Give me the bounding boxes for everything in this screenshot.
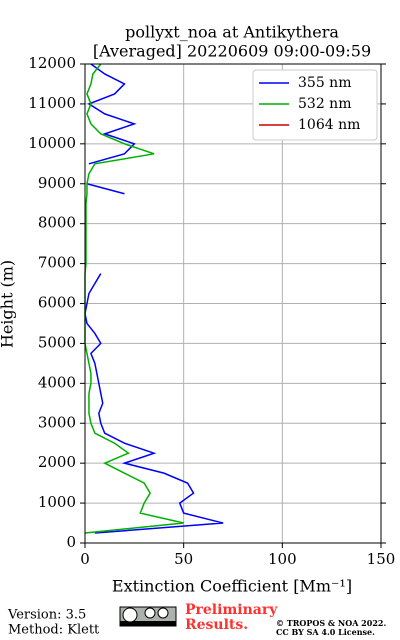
y-tick-label: 3000 <box>38 413 76 431</box>
copyright: CC BY SA 4.0 License. <box>276 627 375 637</box>
x-tick-label: 0 <box>80 550 90 568</box>
chart-subtitle: [Averaged] 20220609 09:00-09:59 <box>93 42 371 61</box>
y-tick-label: 9000 <box>38 174 76 192</box>
legend-box <box>252 69 378 141</box>
version: Version: 3.5 <box>7 608 86 623</box>
x-tick-label: 100 <box>268 550 297 568</box>
preliminary: Preliminary <box>185 602 278 618</box>
legend-label: 1064 nm <box>298 117 360 133</box>
y-tick-label: 12000 <box>28 54 76 72</box>
y-tick-label: 5000 <box>38 333 76 351</box>
y-tick-label: 2000 <box>38 453 76 471</box>
y-tick-label: 6000 <box>38 294 76 312</box>
legend-label: 355 nm <box>298 75 351 91</box>
x-axis-label: Extinction Coefficient [Mm⁻¹] <box>112 577 352 596</box>
y-tick-label: 1000 <box>38 493 76 511</box>
y-tick-label: 8000 <box>38 214 76 232</box>
legend-label: 532 nm <box>298 96 351 112</box>
plot-frame <box>84 63 382 544</box>
preliminary: Results. <box>185 617 248 633</box>
method: Method: Klett <box>8 623 100 638</box>
copyright: © TROPOS & NOA 2022. <box>276 618 386 628</box>
y-tick-label: 10000 <box>28 134 76 152</box>
x-tick-label: 50 <box>174 550 193 568</box>
y-tick-label: 0 <box>66 533 76 551</box>
chart-title: pollyxt_noa at Antikythera <box>125 23 339 42</box>
y-tick-label: 11000 <box>28 94 76 112</box>
cc-logo <box>119 606 177 627</box>
y-tick-label: 4000 <box>38 373 76 391</box>
x-tick-label: 150 <box>367 550 396 568</box>
y-tick-label: 7000 <box>38 254 76 272</box>
y-axis-label: Height (m) <box>0 260 17 348</box>
